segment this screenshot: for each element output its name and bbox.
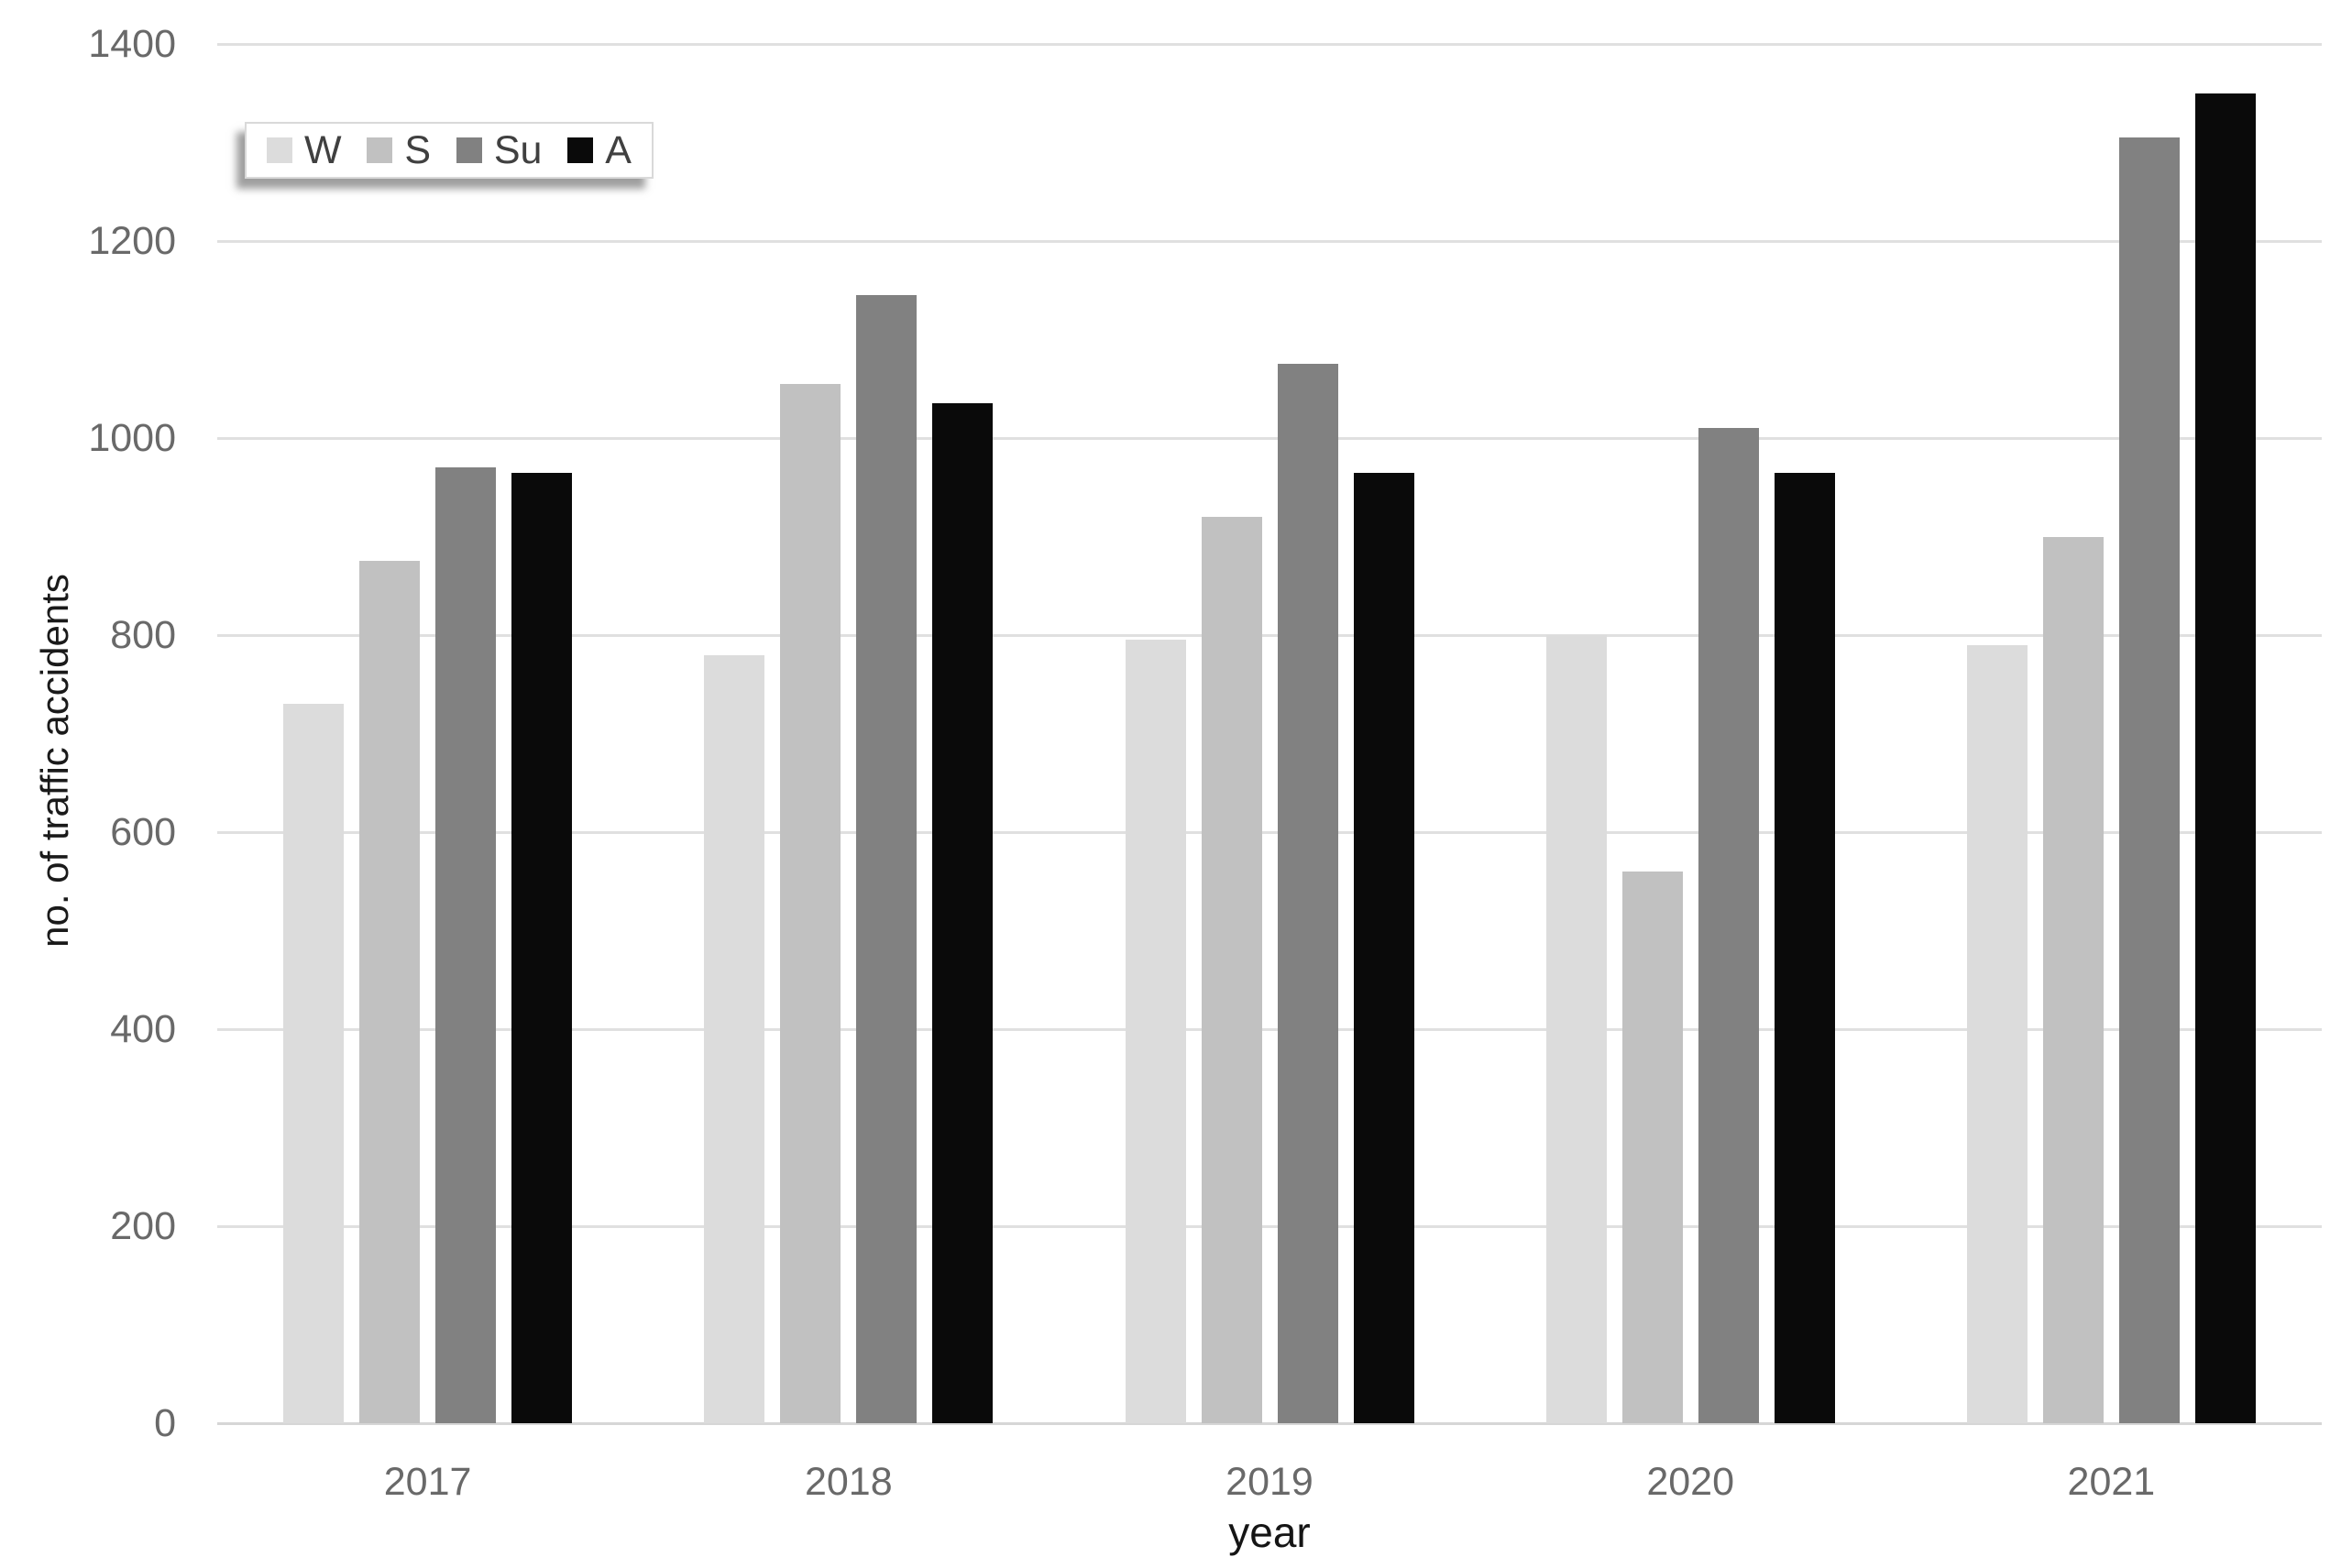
bar-2018-A — [932, 403, 994, 1423]
legend-swatch-A-icon — [567, 137, 594, 163]
x-tick-label-2020: 2020 — [1646, 1460, 1735, 1504]
bar-2018-W — [704, 654, 765, 1423]
legend-entry-S: S — [367, 127, 432, 172]
legend-entry-Su: Su — [456, 127, 543, 172]
bar-2018-Su — [856, 295, 918, 1423]
gridline-800 — [217, 634, 2322, 637]
bar-2021-A — [2194, 93, 2256, 1423]
y-tick-label-1400: 1400 — [88, 22, 176, 66]
gridline-600 — [217, 831, 2322, 834]
y-tick-label-1200: 1200 — [88, 219, 176, 263]
legend-label-S: S — [404, 127, 432, 172]
bar-2020-Su — [1698, 428, 1759, 1423]
bar-2019-A — [1353, 472, 1414, 1423]
y-tick-label-200: 200 — [110, 1204, 176, 1248]
gridline-1400 — [217, 43, 2322, 46]
y-tick-label-1000: 1000 — [88, 416, 176, 460]
legend-label-Su: Su — [493, 127, 543, 172]
gridline-1200 — [217, 240, 2322, 243]
bar-2020-S — [1621, 872, 1683, 1423]
legend-label-A: A — [605, 127, 632, 172]
bar-2018-S — [780, 383, 841, 1423]
bar-2020-W — [1545, 635, 1607, 1423]
x-tick-label-2017: 2017 — [383, 1460, 472, 1504]
bar-2019-Su — [1277, 364, 1338, 1423]
x-tick-label-2019: 2019 — [1225, 1460, 1313, 1504]
bar-2017-W — [283, 704, 345, 1423]
legend-label-W: W — [304, 127, 342, 172]
x-tick-label-2021: 2021 — [2067, 1460, 2156, 1504]
bar-2021-S — [2042, 536, 2104, 1423]
legend-swatch-S-icon — [367, 137, 393, 163]
gridline-400 — [217, 1028, 2322, 1031]
legend: W S Su A — [245, 122, 654, 179]
x-axis-line — [217, 1422, 2322, 1425]
gridline-200 — [217, 1225, 2322, 1228]
bar-2017-Su — [435, 467, 497, 1423]
legend-swatch-Su-icon — [456, 137, 482, 163]
bar-2020-A — [1774, 472, 1835, 1423]
bar-2017-S — [359, 561, 421, 1423]
legend-entry-A: A — [567, 127, 632, 172]
bar-2019-S — [1201, 517, 1262, 1423]
bar-2021-W — [1966, 644, 2028, 1423]
y-tick-label-600: 600 — [110, 810, 176, 854]
x-tick-label-2018: 2018 — [804, 1460, 893, 1504]
x-axis-title: year — [1228, 1508, 1311, 1556]
legend-entry-W: W — [267, 127, 342, 172]
y-tick-label-800: 800 — [110, 613, 176, 657]
legend-swatch-W-icon — [267, 137, 292, 163]
gridline-1000 — [217, 437, 2322, 440]
bar-2021-Su — [2118, 137, 2180, 1423]
bar-2017-A — [511, 472, 573, 1423]
bar-2019-W — [1125, 640, 1186, 1423]
y-tick-label-0: 0 — [154, 1401, 176, 1445]
y-tick-label-400: 400 — [110, 1007, 176, 1051]
